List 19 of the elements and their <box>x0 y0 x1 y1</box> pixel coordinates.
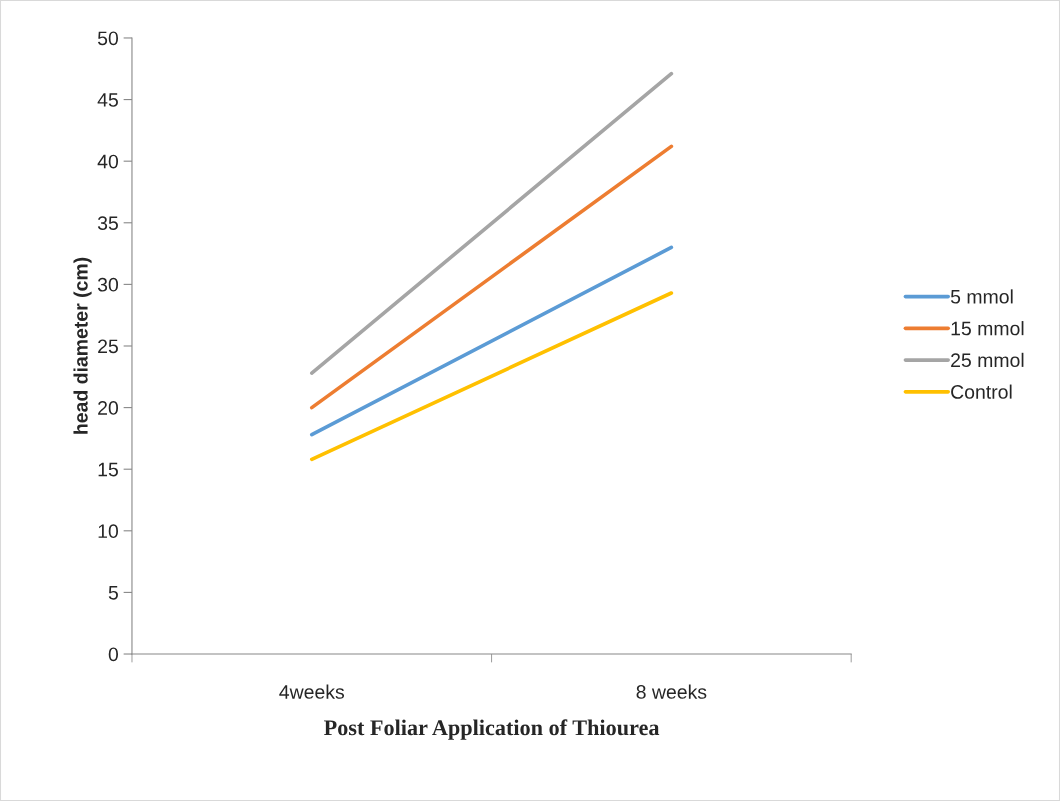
y-tick-label: 35 <box>97 216 118 231</box>
y-tick-label: 15 <box>98 462 118 477</box>
y-tick-label: 10 <box>98 524 119 539</box>
y-tick-label: 30 <box>97 277 119 292</box>
legend-label: 15 mmol <box>951 321 1024 336</box>
y-tick-label: 5 <box>108 586 118 600</box>
legend-label: 25 mmol <box>951 352 1024 368</box>
x-axis-title: Post Foliar Application of Thiourea <box>324 719 660 740</box>
y-tick-label: 50 <box>97 31 119 46</box>
x-tick-label: 8 weeks <box>636 684 707 699</box>
y-tick-label: 40 <box>97 154 119 169</box>
y-tick-label: 45 <box>97 93 118 107</box>
y-tick-label: 25 <box>98 339 118 354</box>
x-tick-label: 4weeks <box>279 684 345 699</box>
legend-label: 5 mmol <box>950 289 1013 304</box>
y-axis-title: head diameter (cm) <box>73 257 92 434</box>
y-tick-label: 20 <box>98 401 119 415</box>
y-tick-label: 0 <box>108 647 119 662</box>
legend-label: Control <box>951 384 1012 399</box>
